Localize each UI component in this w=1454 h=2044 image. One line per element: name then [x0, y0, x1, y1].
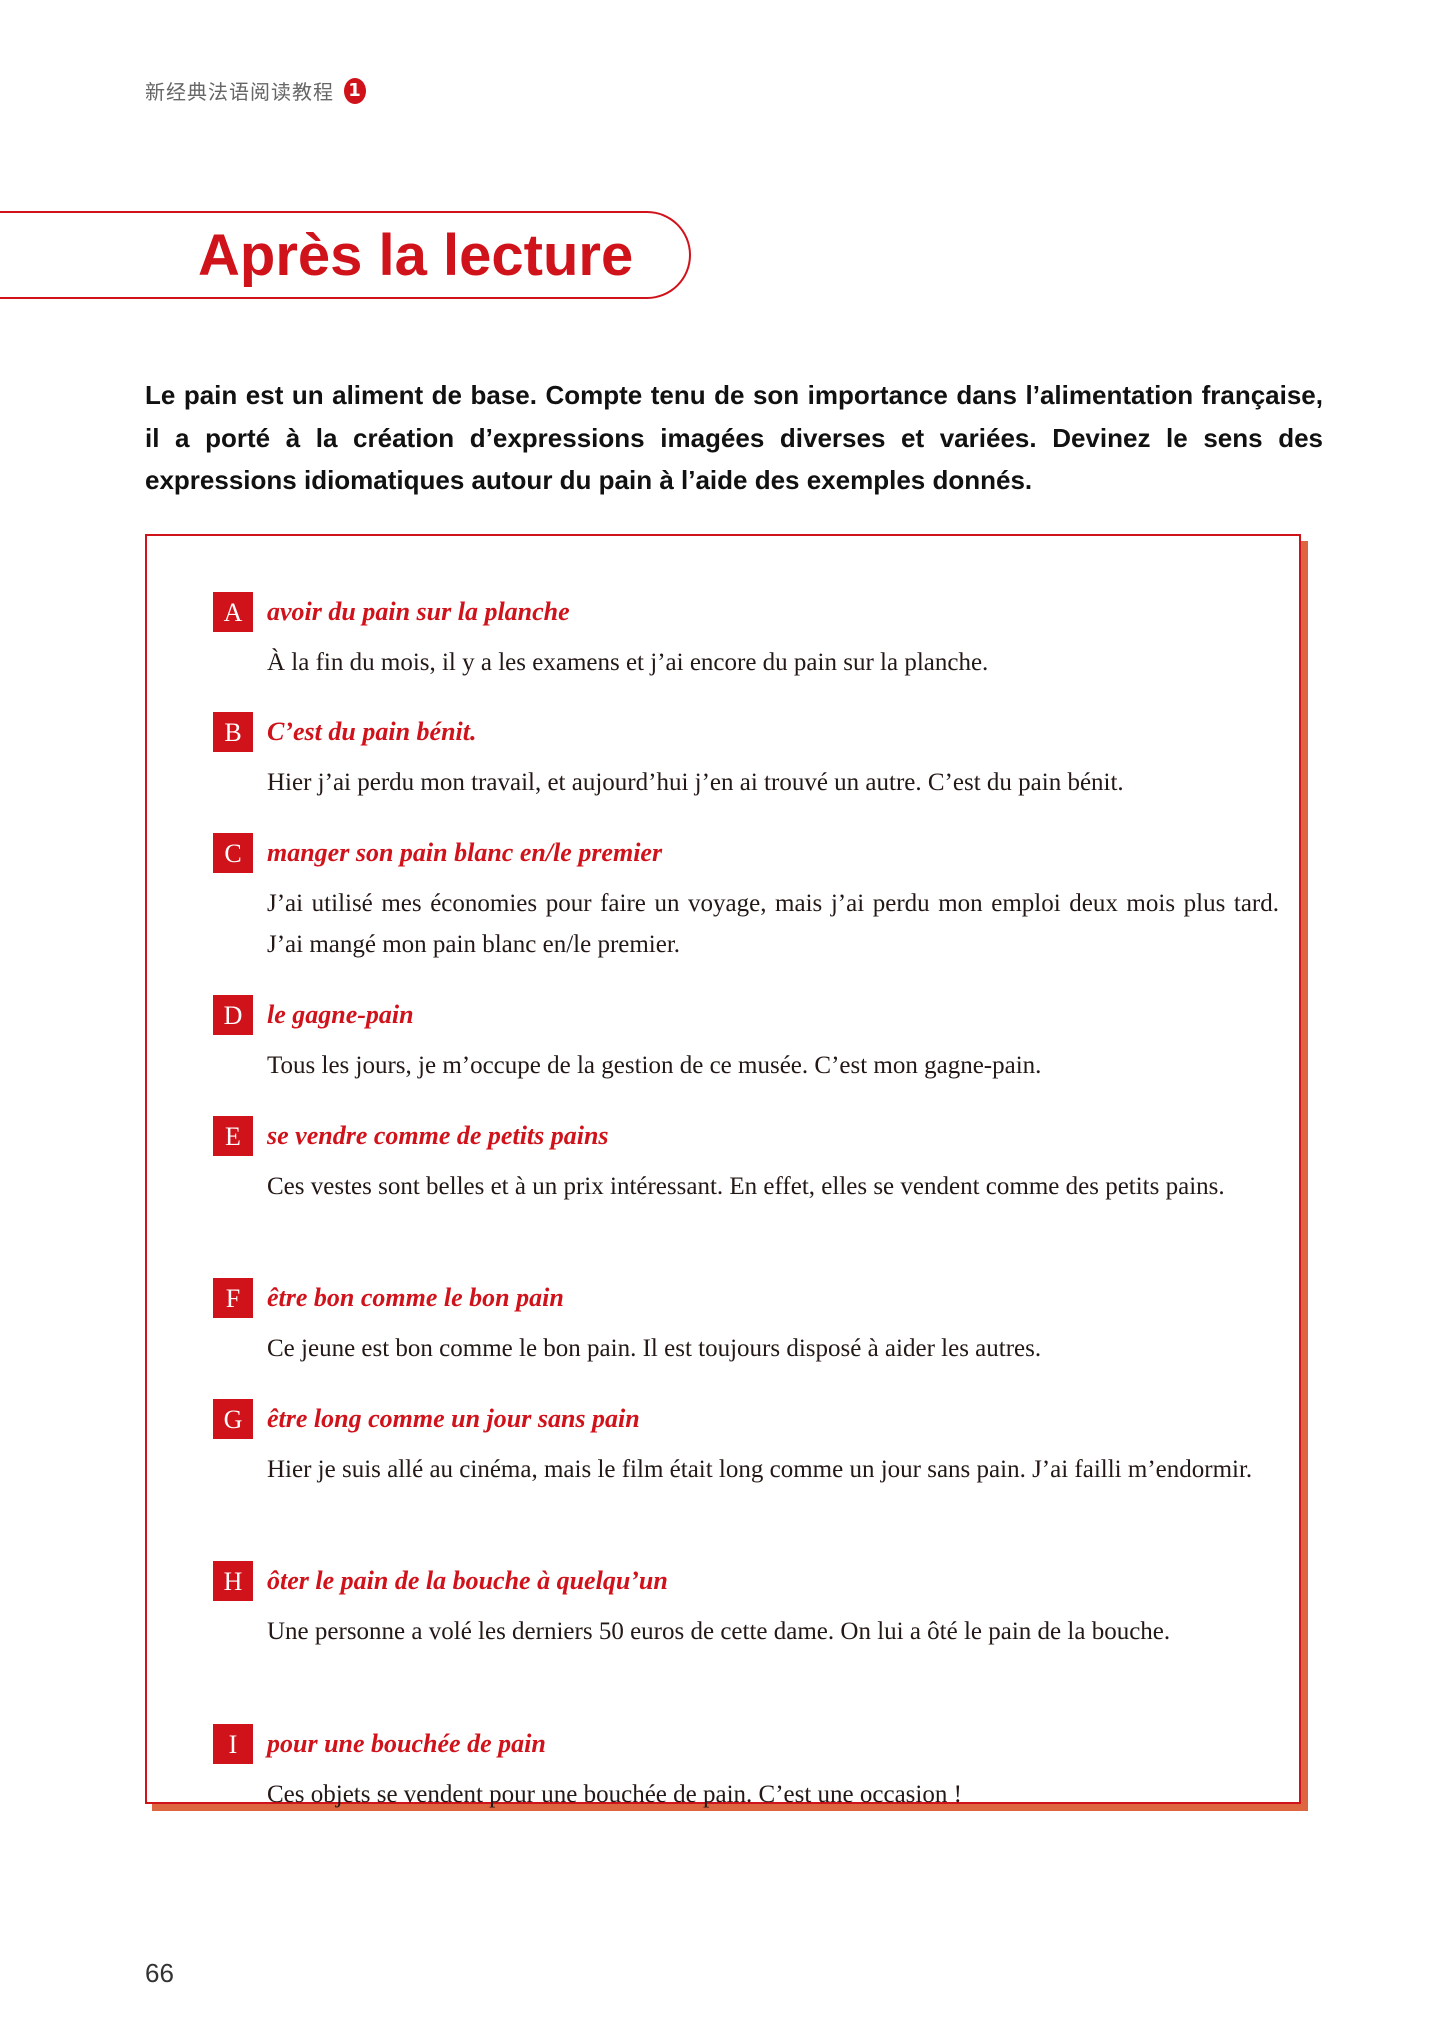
- item-example: Hier j’ai perdu mon travail, et aujourd’…: [267, 769, 1124, 796]
- item-letter: G: [213, 1399, 253, 1439]
- item-letter: E: [213, 1116, 253, 1156]
- intro-paragraph: Le pain est un aliment de base. Compte t…: [145, 380, 1323, 495]
- item-example: À la fin du mois, il y a les examens et …: [267, 649, 989, 676]
- page-number: 66: [145, 1958, 174, 1988]
- item-example: J’ai utilisé mes économies pour faire un…: [267, 890, 1279, 958]
- item-expression: se vendre comme de petits pains: [267, 1121, 609, 1150]
- item-expression: le gagne-pain: [267, 1000, 414, 1029]
- item-letter: I: [213, 1724, 253, 1764]
- item-expression: être long comme un jour sans pain: [267, 1404, 640, 1433]
- item-example: Tous les jours, je m’occupe de la gestio…: [267, 1052, 1042, 1079]
- item-example: Ce jeune est bon comme le bon pain. Il e…: [267, 1335, 1042, 1362]
- item-expression: ôter le pain de la bouche à quelqu’un: [267, 1566, 668, 1595]
- item-example: Ces vestes sont belles et à un prix inté…: [267, 1173, 1225, 1200]
- item-letter: B: [213, 712, 253, 752]
- item-expression: pour une bouchée de pain: [267, 1729, 546, 1758]
- item-example: Hier je suis allé au cinéma, mais le fil…: [267, 1456, 1253, 1483]
- item-letter: D: [213, 995, 253, 1035]
- item-letter: F: [213, 1278, 253, 1318]
- item-expression: manger son pain blanc en/le premier: [267, 838, 663, 867]
- item-example: Une personne a volé les derniers 50 euro…: [267, 1618, 1171, 1645]
- book-title: 新经典法语阅读教程: [145, 80, 334, 104]
- item-expression: être bon comme le bon pain: [267, 1283, 564, 1312]
- title-banner: [0, 211, 691, 299]
- section-title: Après la lecture: [198, 223, 634, 288]
- volume-badge: 1: [344, 77, 366, 104]
- running-header: 新经典法语阅读教程 1: [145, 76, 366, 105]
- item-expression: avoir du pain sur la planche: [267, 597, 570, 626]
- item-letter: H: [213, 1561, 253, 1601]
- item-expression: C’est du pain bénit.: [267, 717, 477, 746]
- item-letter: C: [213, 833, 253, 873]
- item-letter: A: [213, 592, 253, 632]
- item-example: Ces objets se vendent pour une bouchée d…: [267, 1781, 962, 1808]
